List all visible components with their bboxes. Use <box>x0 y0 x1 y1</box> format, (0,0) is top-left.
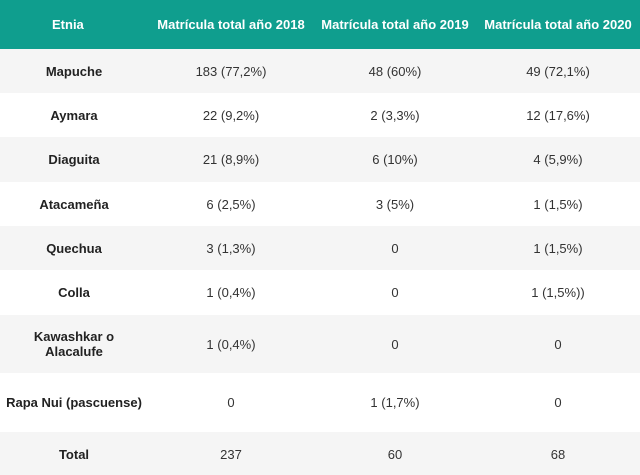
etnia-cell: Rapa Nui (pascuense) <box>6 395 142 410</box>
etnia-cell: Aymara <box>50 107 98 123</box>
etnia-cell: Diaguita <box>48 152 100 167</box>
value-2019-cell: 0 <box>391 240 399 256</box>
table-header: Etnia Matrícula total año 2018 Matrícula… <box>0 0 640 49</box>
value-2018-cell: 1 (0,4%) <box>206 285 256 300</box>
etnia-cell: Kawashkar o Alacalufe <box>33 329 115 359</box>
table-row: Quechua 3 (1,3%) 0 1 (1,5%) <box>0 226 640 270</box>
value-2020-cell: 0 <box>554 336 562 352</box>
header-2019: Matrícula total año 2019 <box>321 16 469 32</box>
table-row: Mapuche 183 (77,2%) 48 (60%) 49 (72,1%) <box>0 49 640 93</box>
value-2020-cell: 1 (1,5%)) <box>531 285 585 300</box>
etnia-cell: Colla <box>58 285 90 300</box>
value-2020-cell: 68 <box>550 446 566 462</box>
value-2019-cell: 6 (10%) <box>372 152 418 167</box>
value-2019-cell: 60 <box>387 446 403 462</box>
etnia-cell: Atacameña <box>39 196 109 212</box>
value-2018-cell: 22 (9,2%) <box>202 107 260 123</box>
header-etnia: Etnia <box>52 16 84 32</box>
total-row: Total 237 60 68 <box>0 432 640 475</box>
value-2019-cell: 0 <box>391 336 399 352</box>
value-2018-cell: 6 (2,5%) <box>206 196 256 212</box>
value-2020-cell: 4 (5,9%) <box>533 152 583 167</box>
table-row: Atacameña 6 (2,5%) 3 (5%) 1 (1,5%) <box>0 182 640 226</box>
table-row: Rapa Nui (pascuense) 0 1 (1,7%) 0 <box>0 373 640 432</box>
value-2020-cell: 1 (1,5%) <box>533 196 583 212</box>
value-2019-cell: 0 <box>391 285 399 300</box>
etnia-cell: Mapuche <box>45 63 103 79</box>
value-2019-cell: 1 (1,7%) <box>370 395 420 410</box>
table-body: Mapuche 183 (77,2%) 48 (60%) 49 (72,1%) … <box>0 49 640 475</box>
value-2020-cell: 49 (72,1%) <box>526 63 590 79</box>
etnia-cell: Total <box>58 446 90 462</box>
header-row: Etnia Matrícula total año 2018 Matrícula… <box>0 0 640 49</box>
value-2018-cell: 21 (8,9%) <box>202 152 260 167</box>
value-2020-cell: 1 (1,5%) <box>533 240 583 256</box>
value-2018-cell: 1 (0,4%) <box>206 336 256 352</box>
value-2020-cell: 0 <box>554 395 562 410</box>
header-2018: Matrícula total año 2018 <box>157 16 305 32</box>
value-2018-cell: 3 (1,3%) <box>206 240 256 256</box>
value-2019-cell: 3 (5%) <box>375 196 415 212</box>
table-row: Kawashkar o Alacalufe 1 (0,4%) 0 0 <box>0 315 640 373</box>
value-2018-cell: 0 <box>227 395 235 410</box>
table-row: Diaguita 21 (8,9%) 6 (10%) 4 (5,9%) <box>0 137 640 182</box>
table-row: Colla 1 (0,4%) 0 1 (1,5%)) <box>0 270 640 315</box>
header-2020: Matrícula total año 2020 <box>484 16 632 32</box>
table-row: Aymara 22 (9,2%) 2 (3,3%) 12 (17,6%) <box>0 93 640 137</box>
etnia-cell: Quechua <box>46 240 102 256</box>
value-2018-cell: 237 <box>220 446 242 462</box>
value-2020-cell: 12 (17,6%) <box>526 107 590 123</box>
value-2019-cell: 48 (60%) <box>368 63 422 79</box>
value-2018-cell: 183 (77,2%) <box>195 63 267 79</box>
value-2019-cell: 2 (3,3%) <box>370 107 420 123</box>
